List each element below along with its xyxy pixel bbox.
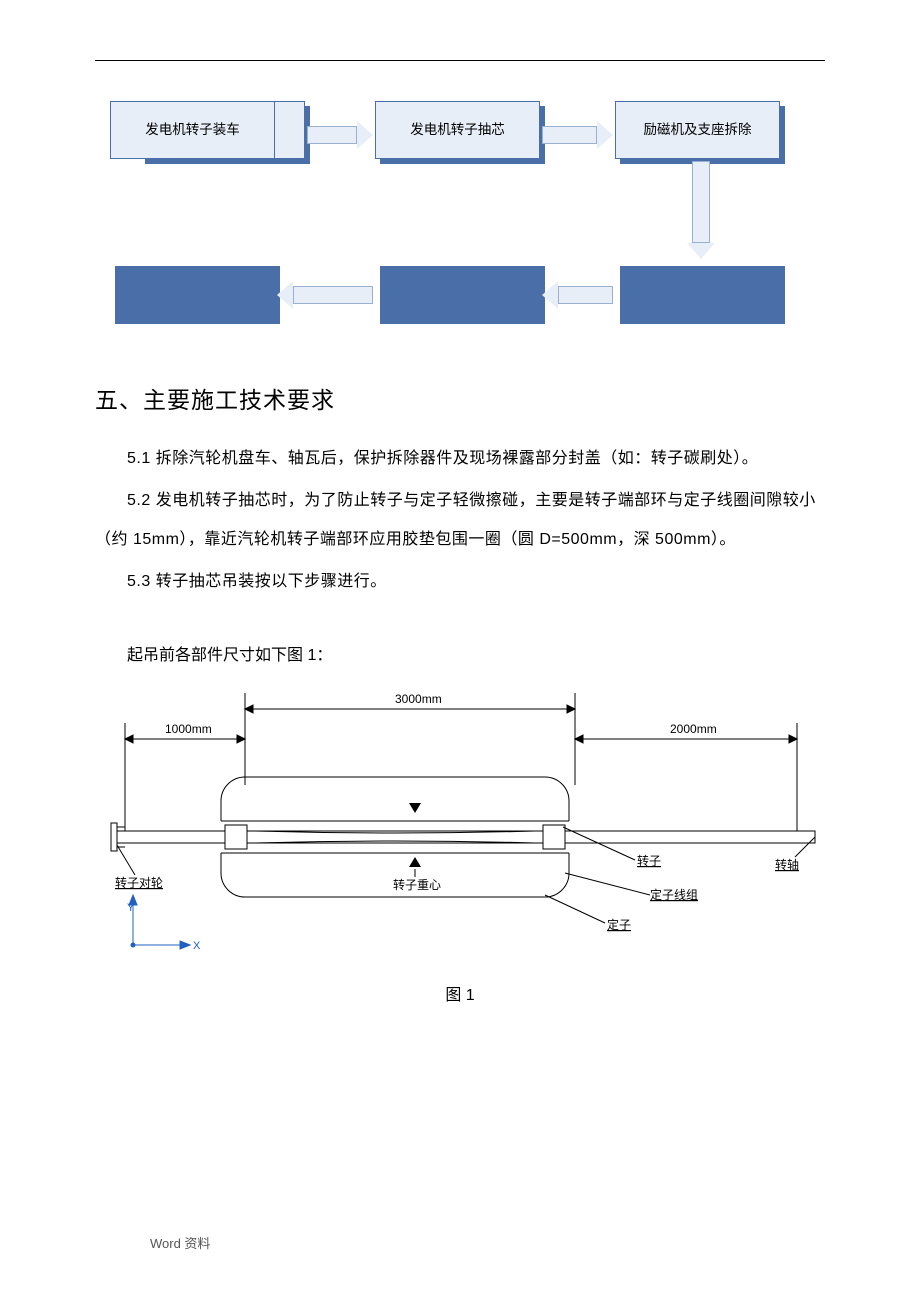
label-rotor-wheel: 转子对轮	[115, 875, 163, 890]
paragraph-5-2: 5.2 发电机转子抽芯时，为了防止转子与定子轻微擦碰，主要是转子端部环与定子线圈…	[95, 482, 825, 559]
axis-x-label: X	[193, 940, 201, 952]
flow-shadow	[380, 266, 545, 324]
flowchart: 汽轮机盘车拆除 转轴对轮连接螺丝拆除 前轴瓦拆除，后轴瓦及支座拆除 励磁机及支座…	[95, 101, 825, 351]
figure-1: 3000mm 1000mm 2000mm	[95, 685, 825, 975]
flow-node-6: 发电机转子装车	[110, 101, 275, 159]
flow-shadow	[620, 266, 785, 324]
flow-node-5: 发电机转子抽芯	[375, 101, 540, 159]
figure-caption: 图 1	[95, 981, 825, 1005]
label-rotor: 转子	[637, 853, 661, 868]
label-stator-coil: 定子线组	[650, 887, 698, 902]
cg-marker-bottom	[409, 857, 421, 867]
footer-text: Word 资料	[150, 1233, 210, 1252]
flow-arrow	[307, 121, 373, 149]
axis-y-label: Y	[127, 902, 135, 914]
label-shaft: 转轴	[775, 857, 799, 872]
dim-1000: 1000mm	[165, 722, 212, 736]
flow-arrow	[277, 281, 373, 309]
dim-3000: 3000mm	[395, 692, 442, 706]
dim-2000: 2000mm	[670, 722, 717, 736]
paragraph-fig-intro: 起吊前各部件尺寸如下图 1：	[95, 637, 825, 675]
top-rule	[95, 60, 825, 61]
flow-arrow	[687, 161, 715, 259]
section-title: 五、主要施工技术要求	[95, 381, 825, 415]
paragraph-5-1: 5.1 拆除汽轮机盘车、轴瓦后，保护拆除器件及现场裸露部分封盖（如：转子碳刷处）…	[95, 440, 825, 478]
flow-shadow	[115, 266, 280, 324]
paragraph-5-3: 5.3 转子抽芯吊装按以下步骤进行。	[95, 563, 825, 601]
flow-arrow	[542, 281, 613, 309]
flow-arrow	[542, 121, 613, 149]
label-rotor-cg: 转子重心	[393, 877, 441, 892]
label-stator: 定子	[607, 917, 631, 932]
flow-node-4: 励磁机及支座拆除	[615, 101, 780, 159]
